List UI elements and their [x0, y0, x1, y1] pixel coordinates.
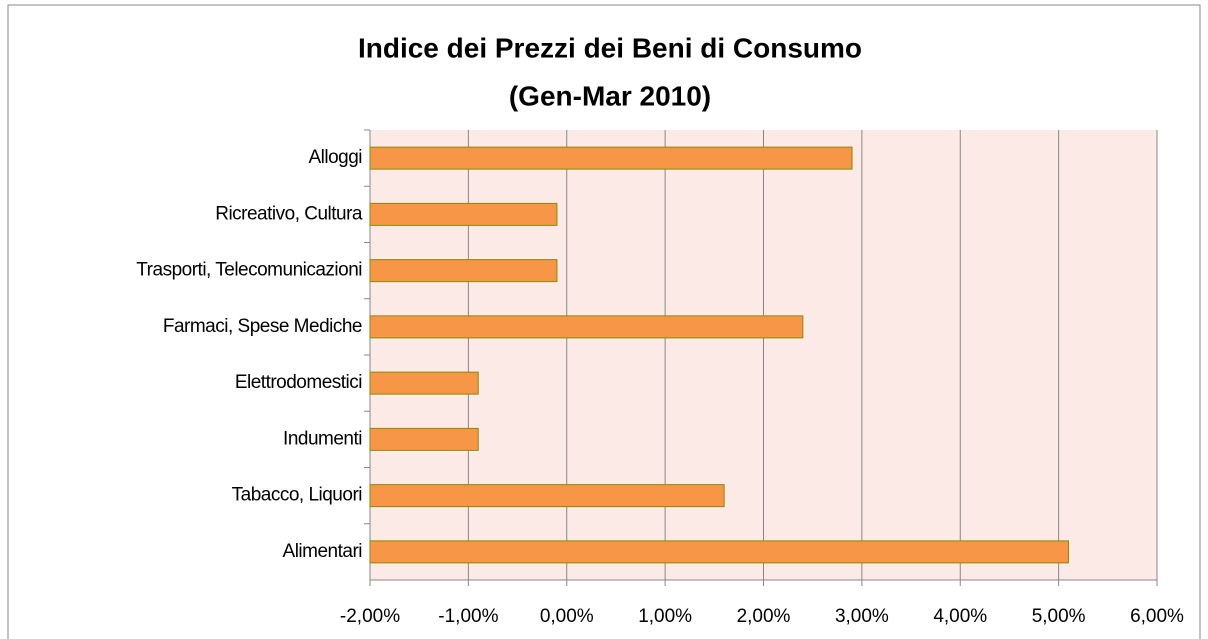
y-tick-label: Elettrodomestici	[235, 372, 362, 393]
x-tick-label: 1,00%	[638, 606, 692, 627]
y-tick-label: Tabacco, Liquori	[232, 485, 362, 506]
x-tick-label: 5,00%	[1032, 606, 1086, 627]
bar	[369, 371, 479, 395]
bar	[369, 484, 725, 508]
x-tick-label: -2,00%	[340, 606, 400, 627]
bar	[369, 540, 1069, 564]
y-tick-label: Trasporti, Telecomunicazioni	[136, 260, 362, 281]
bar	[369, 315, 804, 339]
bar	[369, 259, 558, 283]
bar	[369, 146, 853, 170]
y-tick-label: Farmaci, Spese Mediche	[163, 316, 362, 337]
y-tick-label: Indumenti	[283, 428, 362, 449]
x-tick-label: 2,00%	[737, 606, 791, 627]
x-tick-label: 3,00%	[835, 606, 889, 627]
y-tick-label: Ricreativo, Cultura	[215, 203, 363, 224]
chart-subtitle: (Gen-Mar 2010)	[509, 80, 711, 111]
x-tick-label: -1,00%	[438, 606, 498, 627]
bar	[369, 202, 558, 226]
x-tick-label: 4,00%	[933, 606, 987, 627]
bar	[369, 427, 479, 451]
y-tick-label: Alloggi	[308, 147, 362, 168]
x-tick-label: 0,00%	[540, 606, 594, 627]
chart-title: Indice dei Prezzi dei Beni di Consumo	[358, 32, 862, 63]
y-tick-label: Alimentari	[283, 541, 362, 562]
x-tick-label: 6,00%	[1130, 606, 1184, 627]
